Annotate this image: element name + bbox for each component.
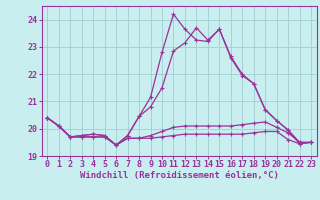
- X-axis label: Windchill (Refroidissement éolien,°C): Windchill (Refroidissement éolien,°C): [80, 171, 279, 180]
